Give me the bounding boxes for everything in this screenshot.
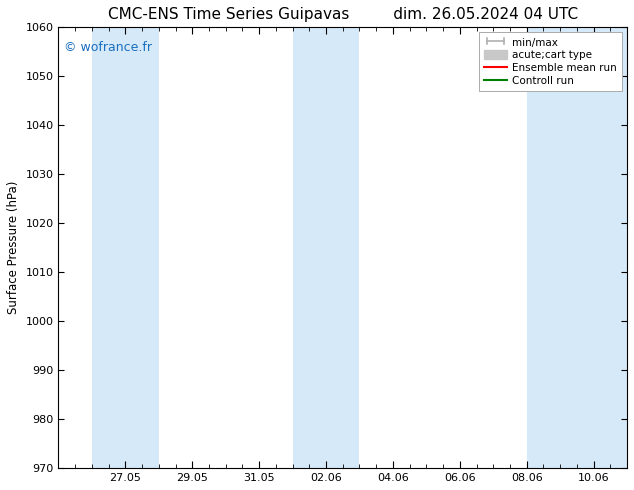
Title: CMC-ENS Time Series Guipavas         dim. 26.05.2024 04 UTC: CMC-ENS Time Series Guipavas dim. 26.05.… <box>108 7 578 22</box>
Y-axis label: Surface Pressure (hPa): Surface Pressure (hPa) <box>7 181 20 315</box>
Text: © wofrance.fr: © wofrance.fr <box>64 41 152 53</box>
Legend: min/max, acute;cart type, Ensemble mean run, Controll run: min/max, acute;cart type, Ensemble mean … <box>479 32 622 91</box>
Bar <box>527 27 627 468</box>
Bar <box>92 27 159 468</box>
Bar <box>293 27 359 468</box>
